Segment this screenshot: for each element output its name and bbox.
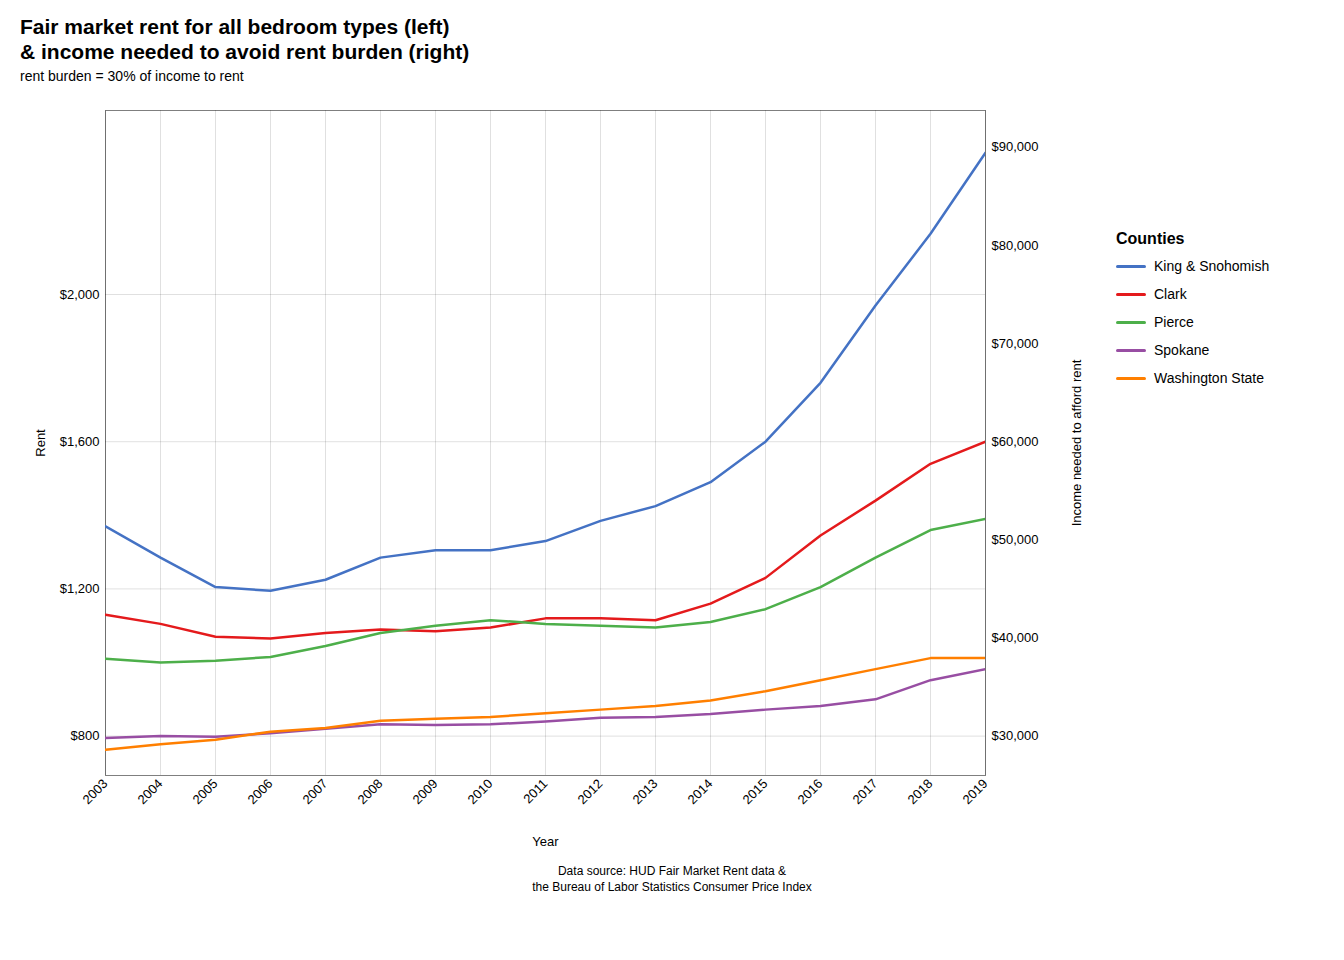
svg-text:Income needed to afford rent: Income needed to afford rent (1069, 360, 1084, 527)
html-text:Data source: HUD Fair Market R: Data source: HUD Fair Market Rent data &… (532, 864, 812, 894)
svg-text:2010: 2010 (465, 776, 496, 807)
svg-text:$90,000: $90,000 (992, 140, 1039, 155)
svg-text:$1,200: $1,200 (60, 581, 100, 596)
svg-text:2007: 2007 (300, 776, 331, 807)
html-text:Fair market rent for all bedro: Fair market rent for all bedroom types (… (20, 15, 470, 64)
html-text:Counties: Counties (1116, 230, 1185, 248)
svg-text:Year: Year (532, 834, 559, 849)
svg-text:2005: 2005 (190, 776, 221, 807)
svg-text:2004: 2004 (135, 776, 166, 807)
svg-text:2006: 2006 (245, 776, 276, 807)
svg-text:$30,000: $30,000 (992, 729, 1039, 744)
svg-text:Rent: Rent (33, 429, 48, 457)
svg-text:$40,000: $40,000 (992, 631, 1039, 646)
html-text:Pierce: Pierce (1154, 314, 1194, 331)
svg-text:$60,000: $60,000 (992, 434, 1039, 449)
svg-text:2016: 2016 (795, 776, 826, 807)
svg-text:2015: 2015 (740, 776, 771, 807)
svg-text:2003: 2003 (80, 776, 111, 807)
svg-text:$1,600: $1,600 (60, 434, 100, 449)
svg-text:2008: 2008 (355, 776, 386, 807)
svg-text:$70,000: $70,000 (992, 336, 1039, 351)
svg-text:2012: 2012 (575, 776, 606, 807)
svg-text:2017: 2017 (850, 776, 881, 807)
html-text:Clark: Clark (1154, 286, 1187, 303)
svg-text:$2,000: $2,000 (60, 287, 100, 302)
svg-text:$80,000: $80,000 (992, 238, 1039, 253)
html-text:rent burden = 30% of income to: rent burden = 30% of income to rent (20, 68, 244, 85)
svg-text:$800: $800 (71, 729, 100, 744)
svg-text:$50,000: $50,000 (992, 532, 1039, 547)
svg-text:2019: 2019 (960, 776, 991, 807)
svg-text:2013: 2013 (630, 776, 661, 807)
svg-text:2011: 2011 (520, 776, 550, 806)
html-text:Spokane: Spokane (1154, 342, 1210, 359)
html-text:King & Snohomish: King & Snohomish (1154, 258, 1270, 275)
svg-text:2014: 2014 (685, 776, 716, 807)
svg-text:2018: 2018 (905, 776, 936, 807)
svg-text:2009: 2009 (410, 776, 441, 807)
html-text:Washington State: Washington State (1154, 370, 1264, 387)
